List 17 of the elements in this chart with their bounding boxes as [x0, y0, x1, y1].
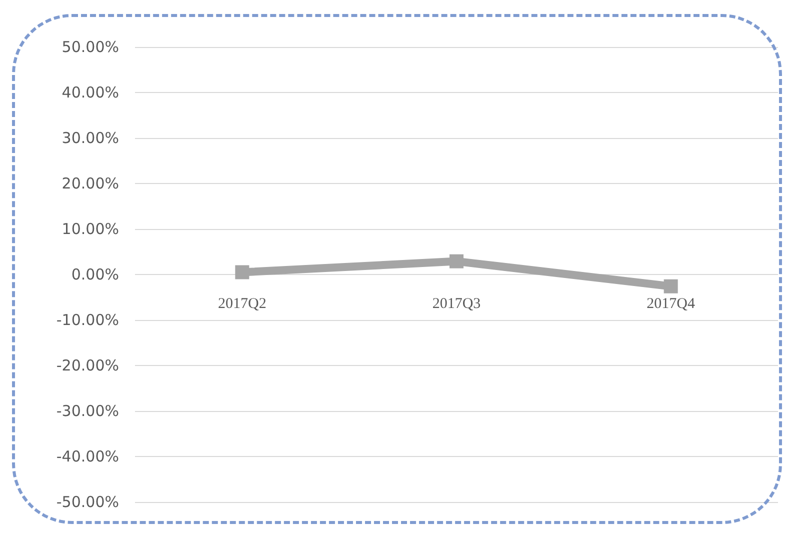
y-tick-label: 20.00%	[62, 174, 119, 192]
x-tick-label: 2017Q4	[646, 296, 696, 312]
point	[664, 279, 678, 294]
y-tick-label: -10.00%	[56, 311, 119, 329]
y-tick-label: 10.00%	[62, 220, 119, 238]
y-tick-label: -30.00%	[56, 402, 119, 420]
y-tick-label: 40.00%	[62, 84, 119, 102]
y-tick-label: 0.00%	[71, 266, 119, 284]
y-tick-label: -20.00%	[56, 356, 119, 374]
x-tick-label: 2017Q3	[432, 296, 481, 312]
x-tick-label: 2017Q2	[218, 296, 266, 312]
y-tick-label: -50.00%	[56, 493, 119, 511]
point	[235, 265, 250, 280]
y-tick-label: -40.00%	[56, 448, 119, 466]
y-tick-label: 50.00%	[62, 38, 119, 56]
y-tick-label: 30.00%	[62, 129, 119, 147]
point	[450, 254, 464, 268]
